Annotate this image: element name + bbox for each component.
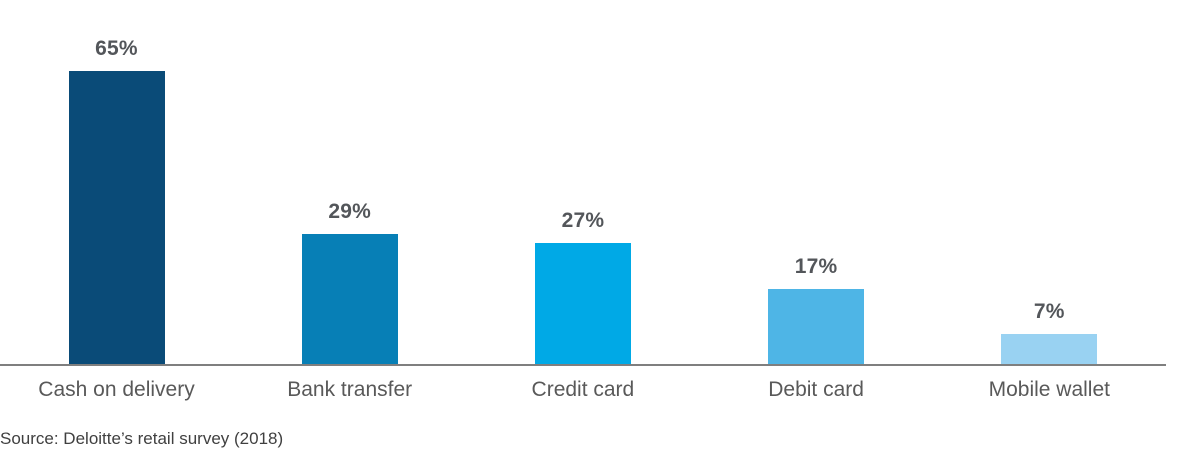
category-label-credit-card: Credit card [531,378,635,401]
bar-group-cash-on-delivery: 65% [0,0,233,366]
category-label-debit-card: Debit card [768,378,864,401]
bar-value-label: 7% [1033,300,1065,324]
bar-group-mobile-wallet: 7% [933,0,1166,366]
bar-group-credit-card: 27% [466,0,699,366]
bar-bank-transfer [301,234,398,366]
category-labels: Cash on delivery Bank transfer Credit card… [0,377,1180,407]
bar-value-label: 65% [95,36,138,60]
bar-value-label: 29% [328,200,371,224]
bar-mobile-wallet [1001,334,1098,366]
bar-value-label: 17% [794,254,838,278]
source-note: Source: Deloitte’s retail survey (2018) [0,429,284,448]
bar-credit-card [534,243,631,366]
bar-cash-on-delivery [68,70,165,366]
category-label-mobile-wallet: Mobile wallet [988,378,1110,401]
category-label-cash-on-delivery: Cash on delivery [38,378,195,401]
x-axis-line [0,364,1166,366]
bar-value-label: 27% [561,209,605,233]
plot-area: 65% 29% 27% 17% 7% [0,0,1166,366]
bar-group-debit-card: 17% [700,0,933,366]
category-label-bank-transfer: Bank transfer [287,378,413,401]
bar-group-bank-transfer: 29% [233,0,466,366]
bar-debit-card [768,288,865,366]
